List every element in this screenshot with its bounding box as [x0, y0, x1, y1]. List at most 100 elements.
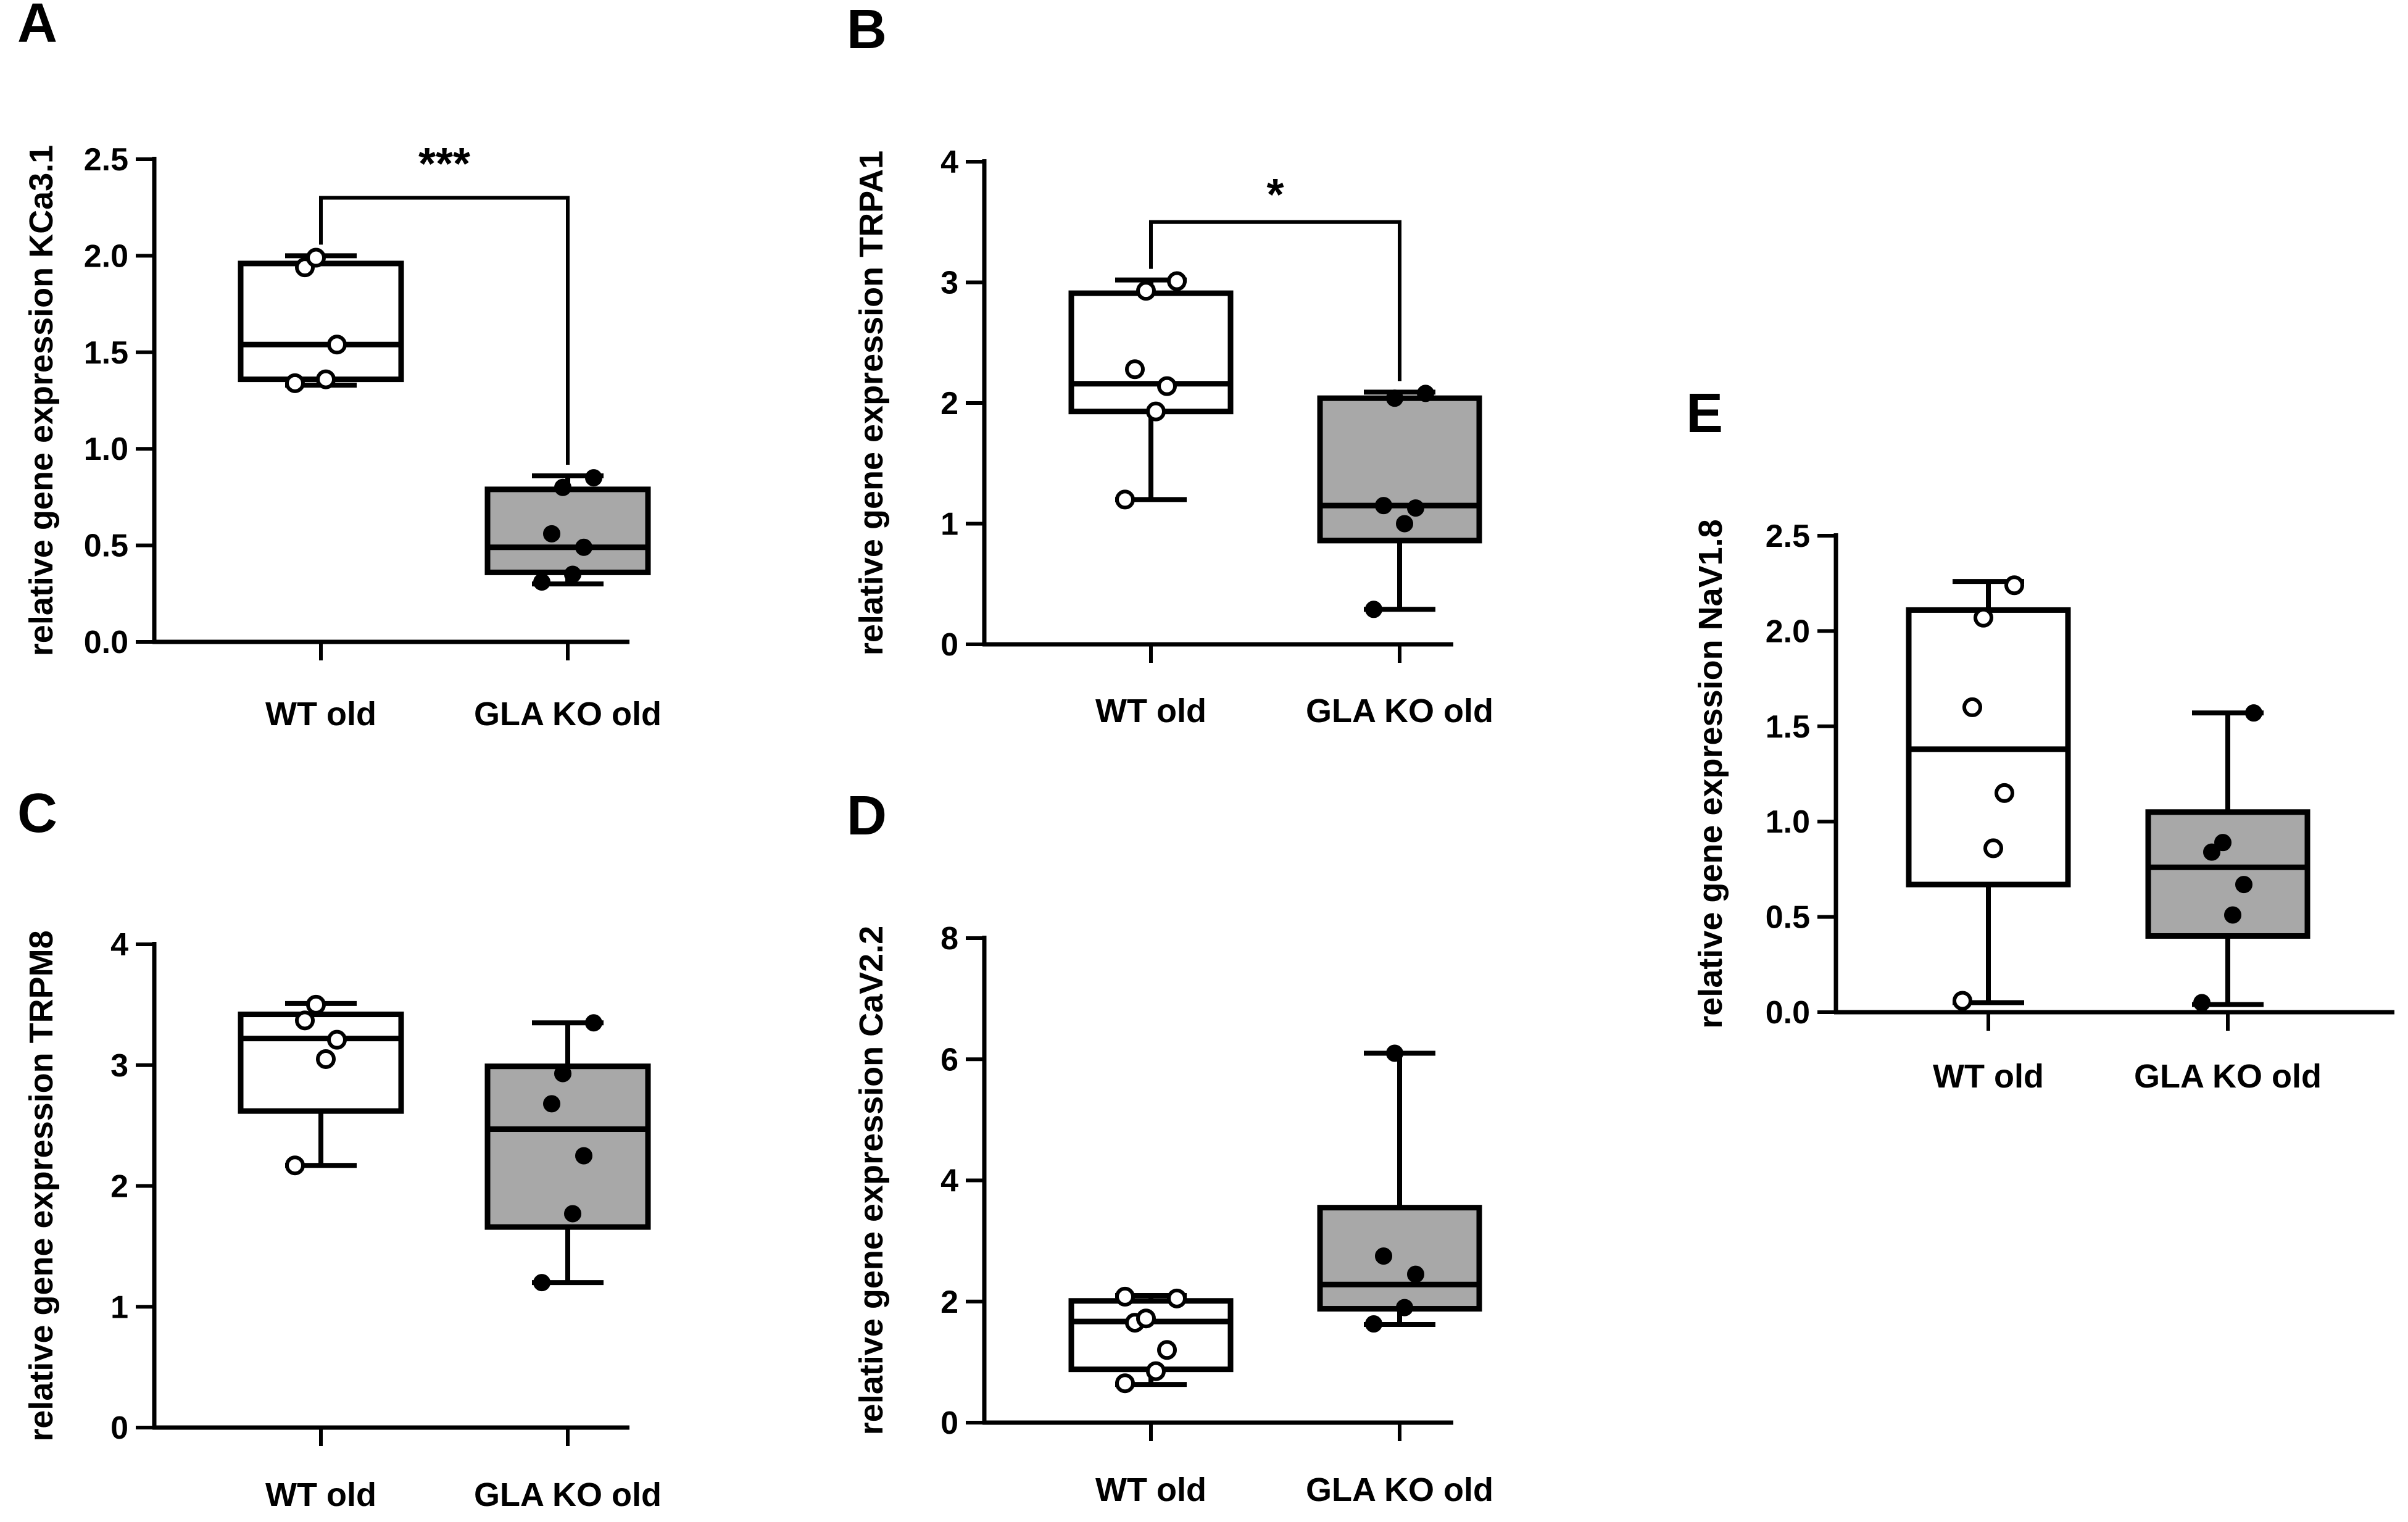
- data-point: [1386, 389, 1403, 407]
- data-point: [1396, 1299, 1413, 1316]
- x-category-label: WT old: [1095, 692, 1206, 730]
- data-point: [585, 1014, 602, 1032]
- data-point: [1375, 497, 1392, 515]
- box-group-gla-ko-old: [1317, 385, 1482, 618]
- y-tick-label: 2.0: [84, 238, 128, 274]
- data-point: [1125, 359, 1145, 380]
- y-tick-label: 3: [110, 1048, 128, 1084]
- data-point: [554, 1065, 571, 1083]
- x-category-label: WT old: [265, 1476, 376, 1513]
- data-point: [327, 1029, 347, 1050]
- x-category-label: GLA KO old: [474, 696, 662, 733]
- box-group-wt-old: [238, 247, 404, 393]
- y-tick-label: 0: [110, 1410, 128, 1446]
- data-point: [1157, 1340, 1177, 1360]
- data-point: [2214, 834, 2232, 852]
- y-tick-label: 1: [110, 1289, 128, 1325]
- significance-label: ***: [418, 139, 470, 189]
- x-category-label: WT old: [265, 696, 376, 733]
- box-group-wt-old: [1906, 575, 2071, 1011]
- data-point: [295, 1010, 315, 1031]
- y-tick-label: 0.5: [1766, 900, 1810, 936]
- y-tick-label: 4: [940, 144, 958, 180]
- data-point: [2245, 704, 2262, 722]
- y-tick-label: 4: [940, 1163, 958, 1199]
- x-category-label: GLA KO old: [474, 1476, 662, 1513]
- data-point: [1365, 1315, 1382, 1333]
- y-tick-label: 1.0: [84, 431, 128, 467]
- box-group-wt-old: [238, 994, 404, 1176]
- panel-label: C: [17, 783, 57, 844]
- data-point: [2203, 843, 2220, 861]
- data-point: [316, 369, 336, 389]
- data-point: [543, 525, 560, 543]
- y-axis-title: relative gene expression CaV2.2: [853, 926, 890, 1435]
- box-group-gla-ko-old: [1317, 1044, 1482, 1333]
- box-iqr: [238, 260, 404, 383]
- x-category-label: WT old: [1933, 1058, 2044, 1095]
- x-category-label: GLA KO old: [1306, 1471, 1493, 1508]
- y-tick-label: 2.5: [1766, 518, 1810, 554]
- y-tick-label: 0.0: [1766, 995, 1810, 1031]
- y-tick-label: 0: [940, 1405, 958, 1441]
- data-point: [1167, 1288, 1187, 1308]
- data-point: [306, 247, 326, 268]
- panel-c: C 0 1 2 3 4 relative gene expression TRPM8 WT o…: [17, 783, 662, 1513]
- data-point: [1365, 601, 1382, 618]
- data-point: [1115, 1286, 1135, 1307]
- box-iqr: [484, 1063, 651, 1230]
- y-axis-title: relative gene expression NaV1.8: [1692, 519, 1729, 1028]
- data-point: [543, 1095, 560, 1113]
- y-tick-label: 2: [940, 1284, 958, 1320]
- y-tick-label: 2: [940, 386, 958, 422]
- data-point: [2224, 906, 2241, 924]
- box-group-wt-old: [1068, 1286, 1234, 1394]
- data-point: [533, 573, 550, 591]
- panel-b: B 0 1 2 3 4 relative gene expression TRPA1 WT o…: [847, 0, 1493, 730]
- data-point: [564, 1205, 581, 1223]
- x-category-label: GLA KO old: [2134, 1058, 2322, 1095]
- data-point: [1396, 515, 1413, 533]
- y-tick-label: 1: [940, 507, 958, 543]
- data-point: [575, 1147, 592, 1165]
- panel-label: E: [1686, 383, 1723, 444]
- y-tick-label: 4: [110, 927, 128, 963]
- y-tick-label: 2.5: [84, 142, 128, 178]
- data-point: [2004, 575, 2024, 596]
- y-axis-title: relative gene expression TRPA1: [853, 151, 890, 655]
- y-tick-label: 6: [940, 1042, 958, 1078]
- y-tick-label: 8: [940, 921, 958, 957]
- data-point: [1115, 1373, 1135, 1394]
- box-group-gla-ko-old: [484, 469, 651, 591]
- box-group-gla-ko-old: [484, 1014, 651, 1292]
- y-tick-label: 1.0: [1766, 804, 1810, 840]
- y-tick-label: 0.5: [84, 528, 128, 564]
- data-point: [1146, 401, 1166, 422]
- panel-a: A 0.0 0.5 1.0 1.5 2.0 2.5 relative gene express…: [17, 0, 662, 733]
- data-point: [285, 1155, 305, 1176]
- data-point: [1417, 385, 1434, 402]
- data-point: [585, 469, 602, 487]
- data-point: [1407, 1265, 1424, 1283]
- box-group-wt-old: [1068, 271, 1234, 510]
- data-point: [327, 335, 347, 355]
- y-tick-label: 2: [110, 1169, 128, 1205]
- data-point: [285, 373, 305, 393]
- panel-d: D 0 2 4 6 8 relative gene expression CaV2.2 WT …: [847, 785, 1493, 1508]
- data-point: [575, 538, 592, 556]
- data-point: [1115, 489, 1135, 510]
- data-point: [1386, 1044, 1403, 1062]
- panel-label: A: [17, 0, 57, 54]
- y-tick-label: 0.0: [84, 625, 128, 660]
- significance-label: *: [1266, 170, 1284, 220]
- data-point: [564, 565, 581, 583]
- data-point: [1157, 376, 1177, 396]
- x-category-label: WT old: [1095, 1471, 1206, 1508]
- y-tick-label: 1.5: [84, 335, 128, 371]
- data-point: [1146, 1361, 1166, 1381]
- x-category-label: GLA KO old: [1306, 692, 1493, 730]
- data-point: [1983, 838, 2003, 859]
- panel-label: D: [847, 785, 887, 847]
- data-point: [554, 478, 571, 496]
